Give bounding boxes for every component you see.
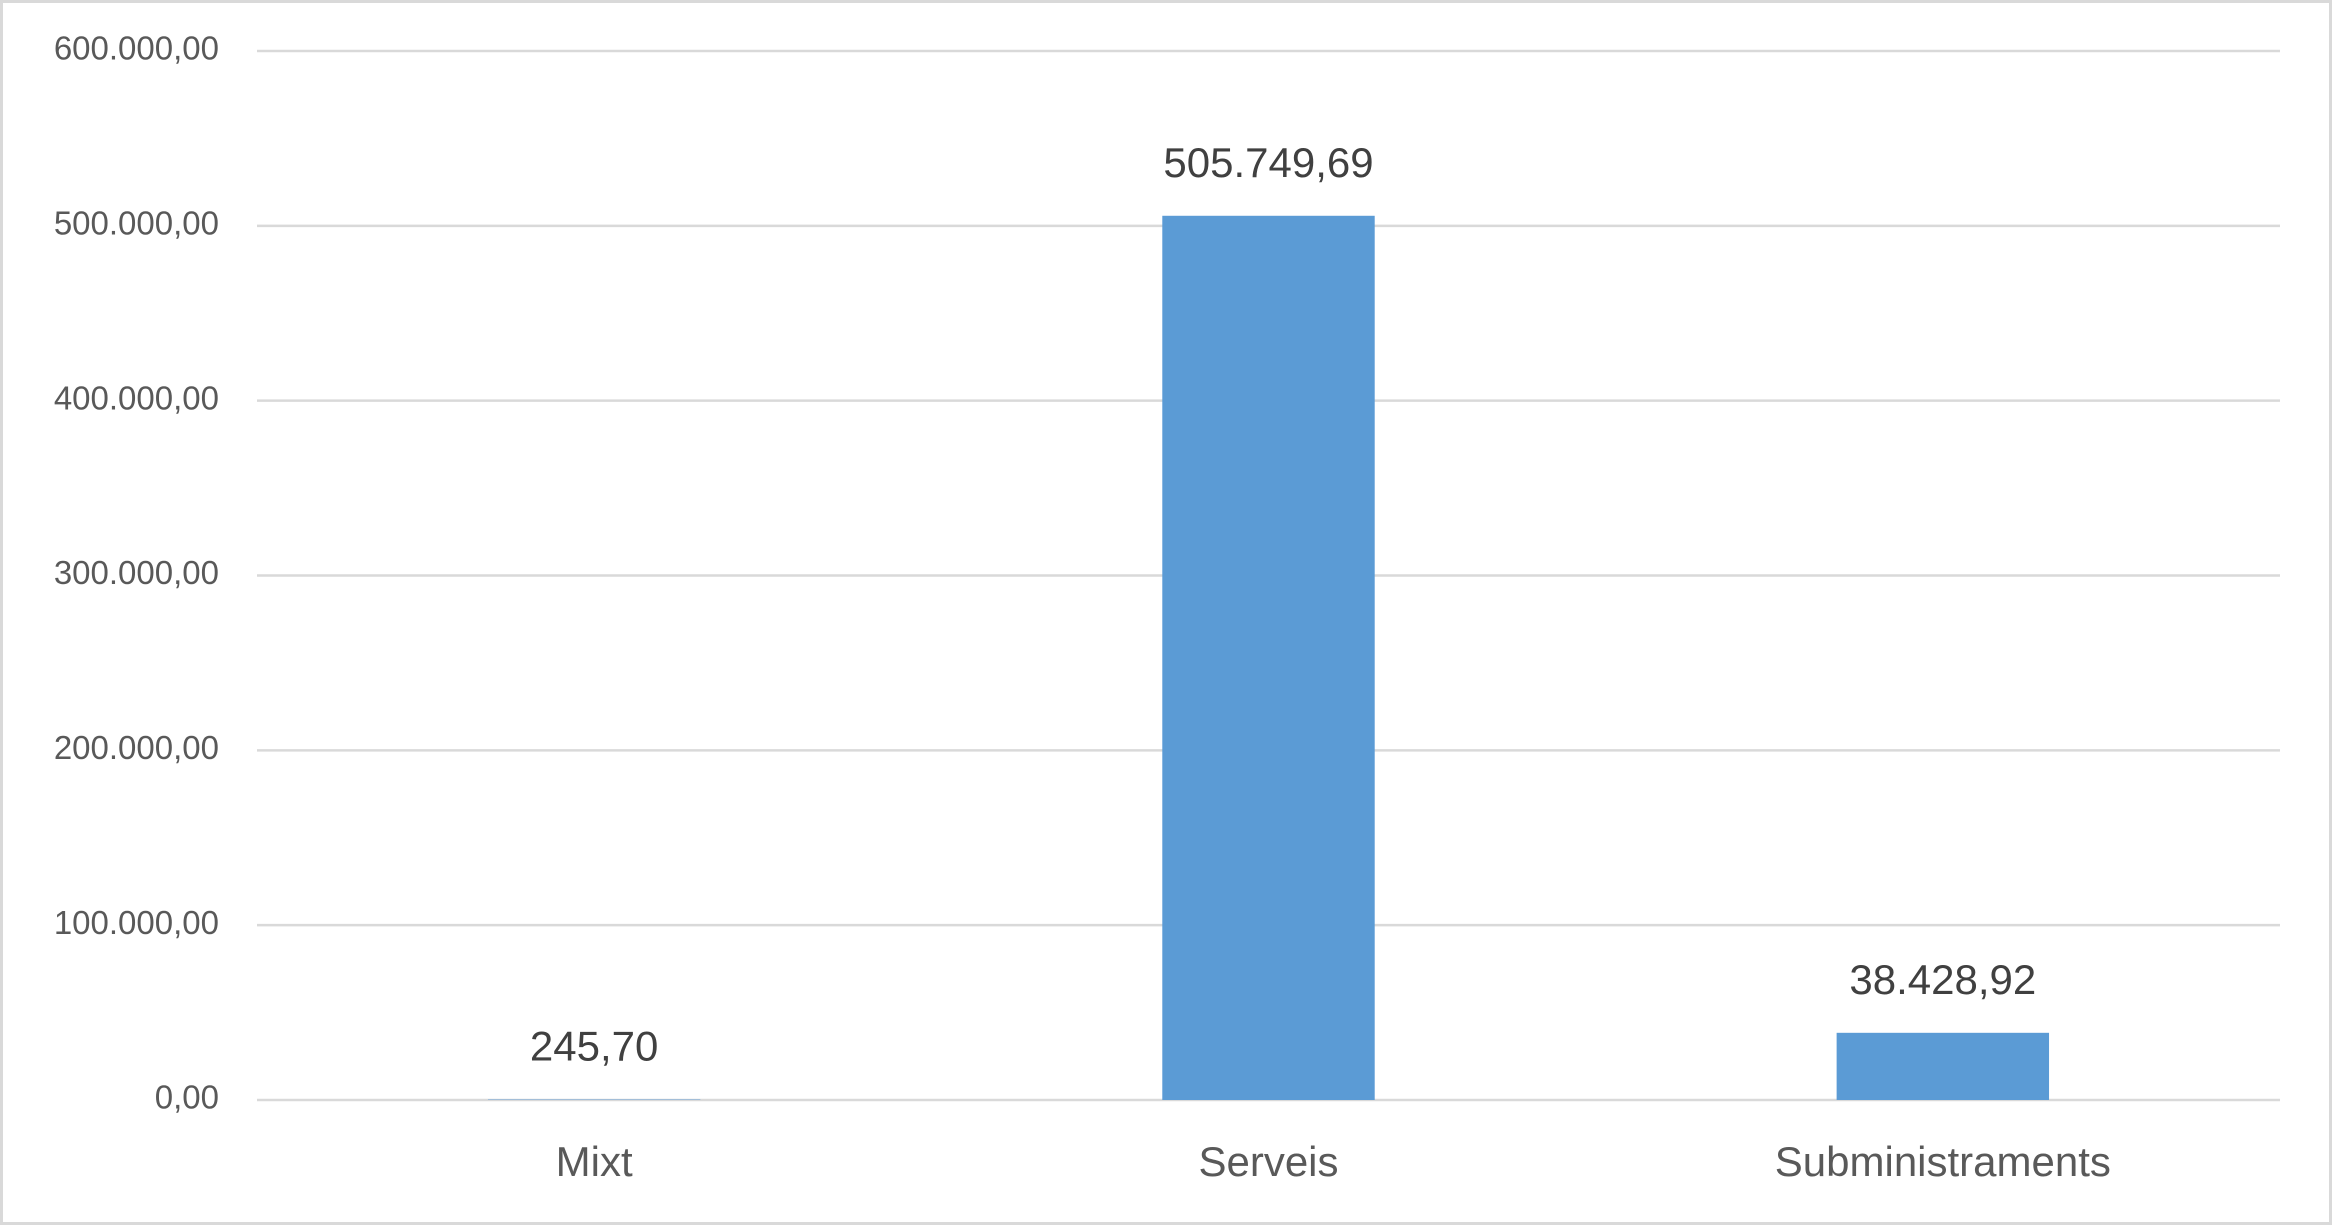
y-tick-label: 400.000,00 [54,379,219,416]
y-tick-label: 200.000,00 [54,729,219,766]
y-tick-label: 100.000,00 [54,904,219,941]
bar [1162,215,1375,1101]
y-tick-label: 500.000,00 [54,205,219,242]
bar [1836,1032,2050,1100]
x-tick-label: Mixt [556,1138,633,1185]
y-tick-label: 600.000,00 [54,30,219,67]
value-label: 505.749,69 [1163,139,1373,186]
y-tick-label: 0,00 [155,1079,219,1116]
value-label: 245,70 [530,1023,658,1070]
y-tick-label: 300.000,00 [54,554,219,591]
x-tick-label: Subministraments [1775,1138,2111,1185]
x-tick-label: Serveis [1198,1138,1338,1185]
value-label: 38.428,92 [1849,956,2036,1003]
